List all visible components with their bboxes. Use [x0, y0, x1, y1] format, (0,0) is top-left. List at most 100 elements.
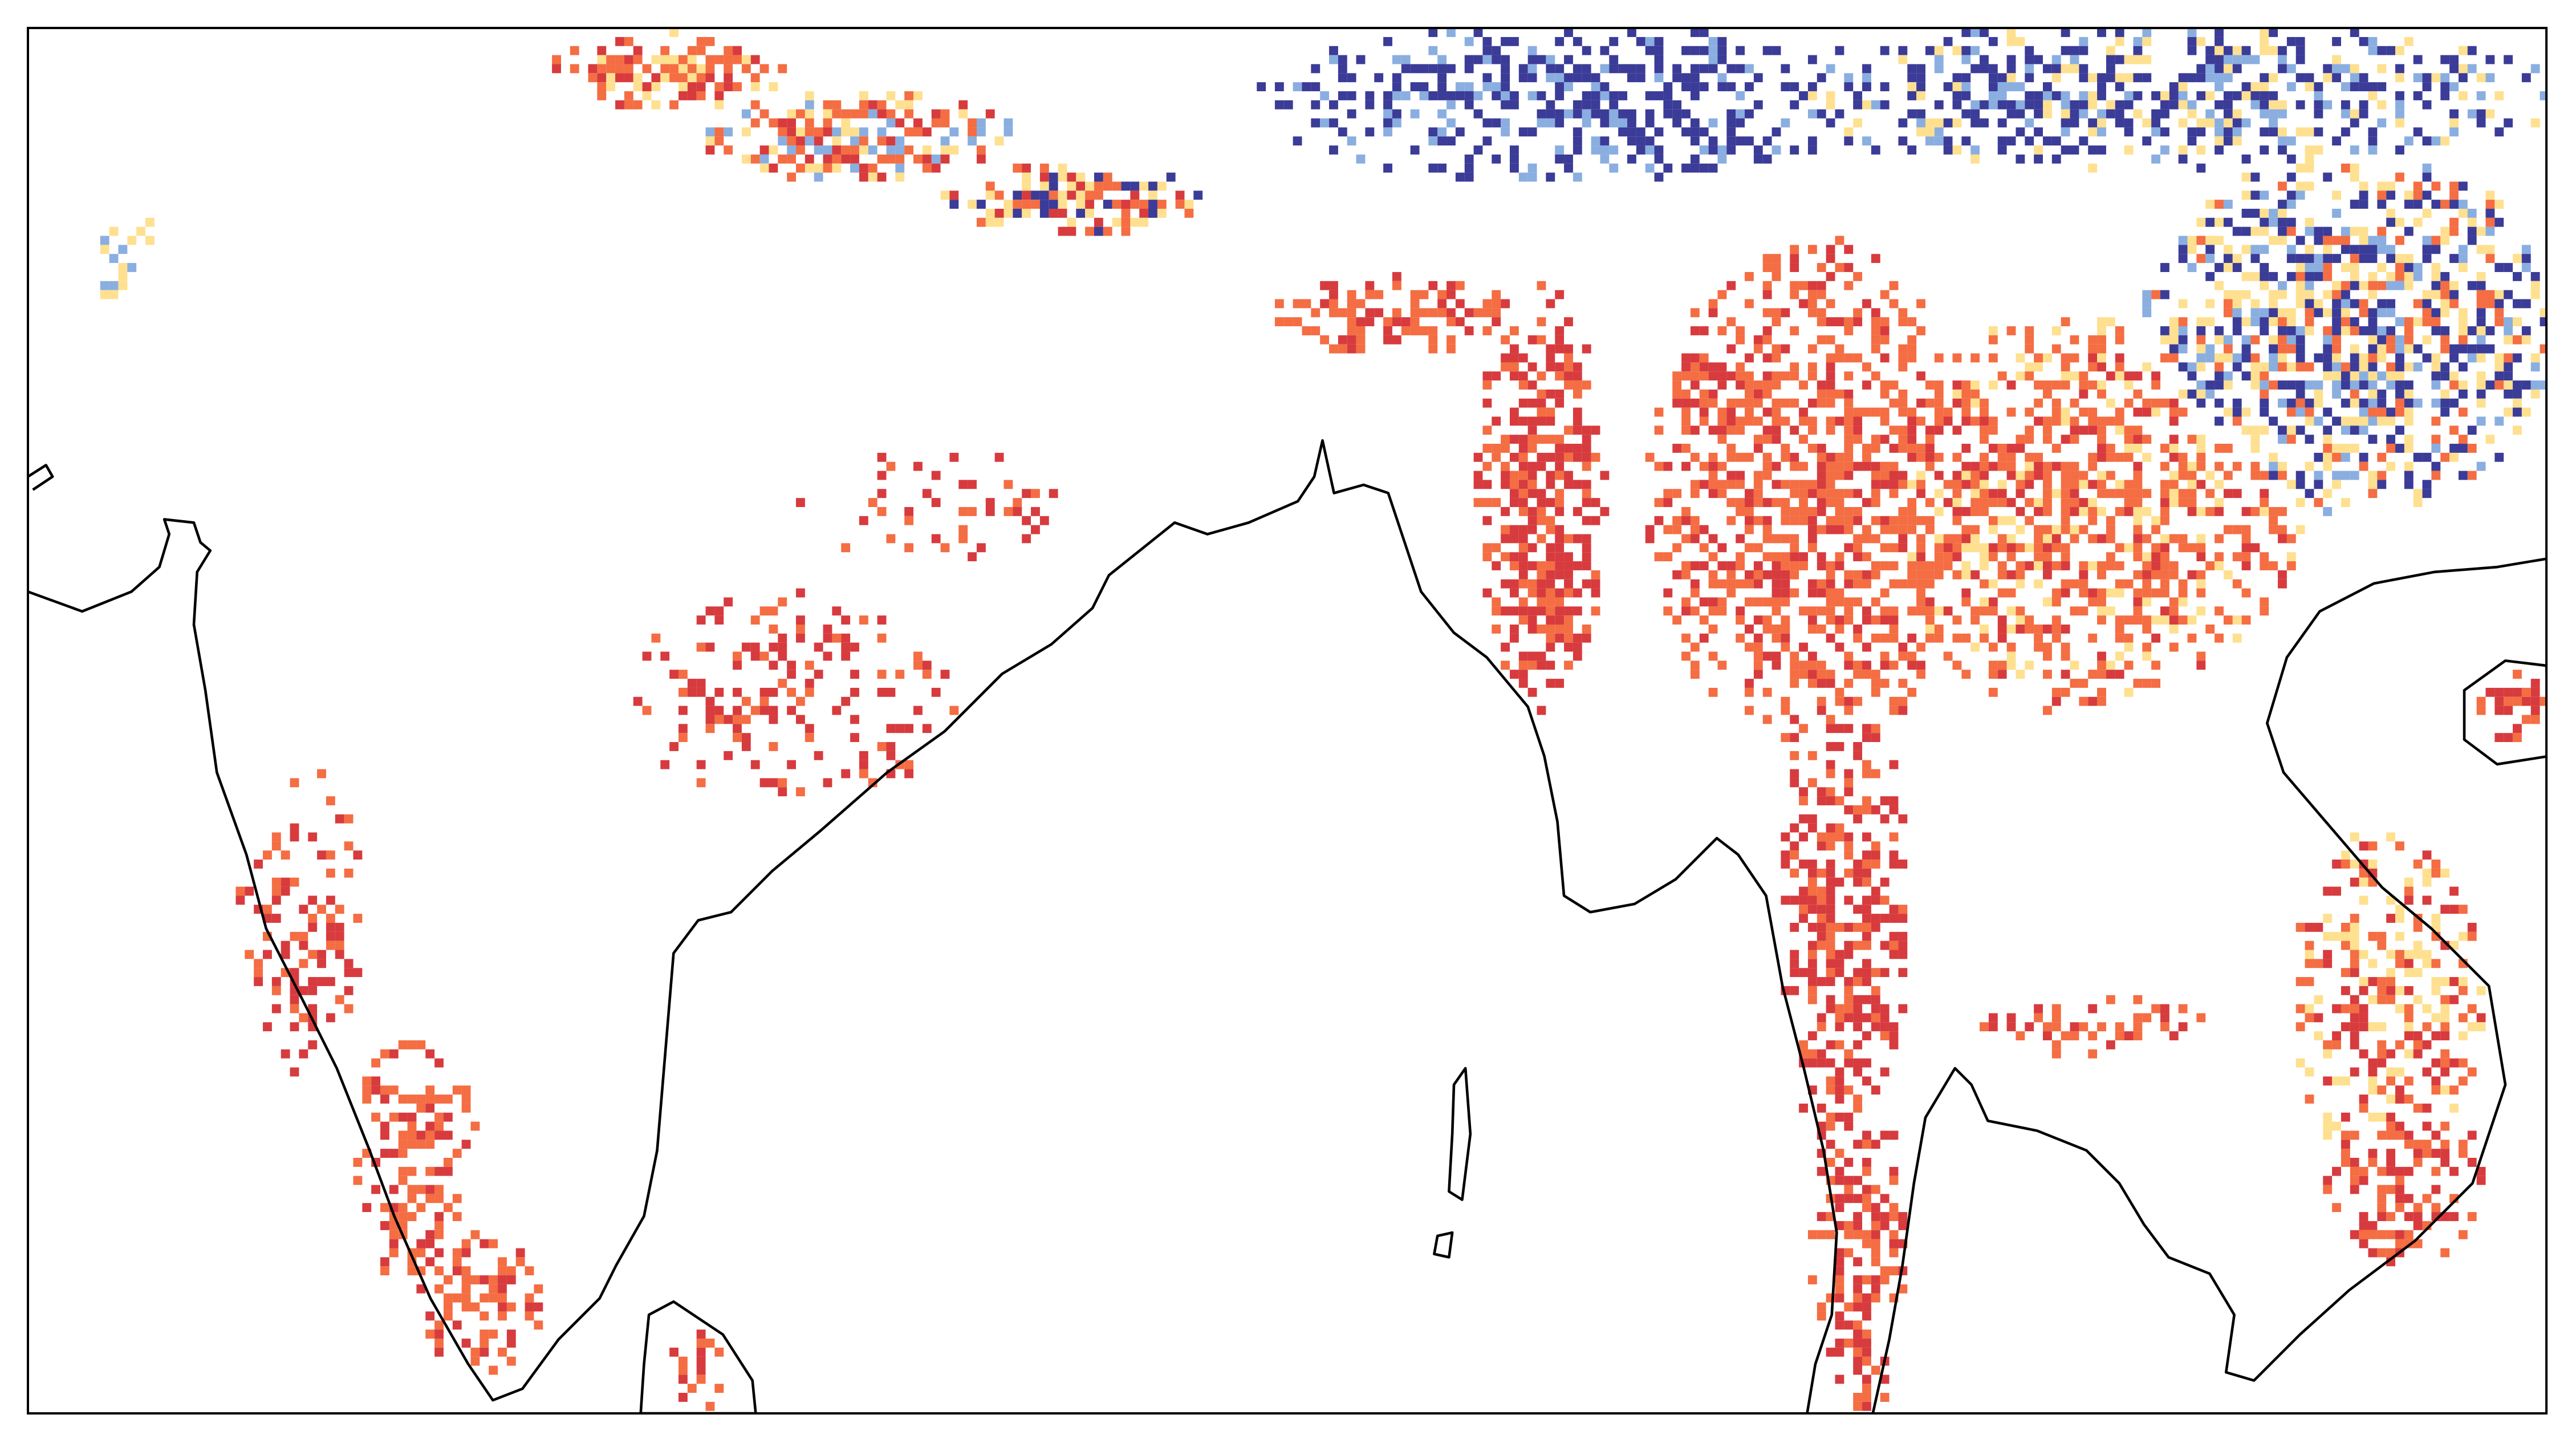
grid-cell: [1320, 335, 1330, 344]
grid-cell: [407, 1130, 417, 1140]
grid-cell: [2440, 1013, 2450, 1023]
grid-cell: [2458, 471, 2468, 480]
grid-cell: [1473, 452, 1483, 462]
grid-cell: [940, 190, 950, 200]
grid-cell: [1934, 425, 1944, 435]
grid-cell: [2305, 977, 2314, 986]
grid-cell: [2278, 217, 2287, 227]
grid-cell: [1988, 489, 1998, 498]
grid-cell: [1961, 561, 1971, 570]
grid-cell: [2097, 489, 2106, 498]
grid-cell: [2042, 525, 2052, 534]
grid-cell: [498, 1284, 507, 1294]
grid-cell: [1753, 416, 1763, 426]
grid-cell: [922, 670, 932, 679]
grid-cell: [1447, 281, 1456, 290]
grid-cell: [326, 922, 335, 932]
grid-cell: [2521, 254, 2531, 264]
grid-cell: [506, 1329, 516, 1339]
grid-cell: [2241, 344, 2251, 354]
grid-cell: [1835, 344, 1844, 354]
grid-cell: [1771, 308, 1781, 318]
grid-cell: [733, 660, 742, 670]
grid-cell: [2260, 317, 2269, 327]
grid-cell: [2314, 100, 2323, 110]
grid-cell: [624, 55, 633, 64]
grid-cell: [1862, 1275, 1871, 1284]
grid-cell: [2458, 46, 2468, 55]
grid-cell: [1681, 534, 1691, 544]
grid-cell: [1771, 145, 1781, 155]
grid-cell: [1790, 778, 1799, 788]
grid-cell: [1997, 461, 2007, 471]
grid-cell: [1762, 570, 1772, 579]
grid-cell: [1871, 1275, 1880, 1284]
grid-cell: [2395, 1185, 2404, 1194]
grid-cell: [1807, 660, 1817, 670]
grid-cell: [1970, 109, 1980, 119]
grid-cell: [2079, 471, 2089, 480]
grid-cell: [1853, 1040, 1863, 1049]
grid-cell: [2395, 46, 2404, 55]
grid-cell: [1031, 506, 1040, 516]
grid-cell: [2006, 471, 2016, 480]
grid-cell: [2187, 127, 2197, 137]
grid-cell: [2359, 950, 2368, 959]
grid-cell: [859, 136, 868, 146]
grid-cell: [2070, 471, 2079, 480]
grid-cell: [2404, 895, 2414, 905]
grid-cell: [434, 1230, 444, 1239]
grid-cell: [859, 172, 868, 182]
grid-cell: [1997, 543, 2007, 553]
grid-cell: [1591, 136, 1600, 146]
grid-cell: [1853, 516, 1863, 525]
grid-cell: [1853, 905, 1863, 914]
grid-cell: [1907, 651, 1917, 661]
grid-cell: [1844, 941, 1854, 950]
grid-cell: [2504, 696, 2513, 706]
grid-cell: [2006, 516, 2016, 525]
grid-cell: [895, 145, 905, 155]
grid-cell: [2494, 733, 2504, 743]
grid-cell: [2088, 461, 2098, 471]
grid-cell: [2332, 1004, 2341, 1014]
grid-cell: [425, 1130, 435, 1140]
grid-cell: [2305, 362, 2314, 372]
grid-cell: [1799, 670, 1808, 679]
grid-cell: [1799, 832, 1808, 842]
grid-cell: [1853, 317, 1863, 327]
grid-cell: [434, 1185, 444, 1194]
grid-cell: [2061, 380, 2070, 390]
grid-cell: [2305, 950, 2314, 959]
grid-cell: [2051, 344, 2061, 354]
grid-cell: [2205, 389, 2215, 399]
grid-cell: [904, 543, 914, 553]
grid-cell: [1807, 615, 1817, 625]
grid-cell: [2133, 46, 2143, 55]
grid-cell: [1546, 416, 1555, 426]
grid-cell: [2458, 326, 2468, 335]
grid-cell: [1997, 145, 2007, 155]
grid-cell: [2404, 263, 2414, 272]
grid-cell: [2386, 832, 2396, 842]
grid-cell: [1871, 995, 1880, 1004]
grid-cell: [1717, 416, 1727, 426]
grid-cell: [515, 1257, 525, 1267]
grid-cell: [624, 37, 633, 46]
grid-cell: [2422, 452, 2432, 462]
grid-cell: [434, 1320, 444, 1330]
grid-cell: [1049, 181, 1058, 191]
grid-cell: [2034, 642, 2043, 652]
grid-cell: [1817, 1302, 1826, 1312]
grid-cell: [2467, 217, 2477, 227]
grid-cell: [1428, 28, 1438, 37]
grid-cell: [796, 127, 805, 137]
grid-cell: [2467, 226, 2477, 236]
grid-cell: [1835, 1338, 1844, 1348]
grid-cell: [2286, 362, 2296, 372]
grid-cell: [1898, 642, 1908, 652]
grid-cell: [2215, 380, 2224, 390]
grid-cell: [2151, 552, 2161, 562]
grid-cell: [2169, 91, 2179, 100]
grid-cell: [2458, 73, 2468, 83]
